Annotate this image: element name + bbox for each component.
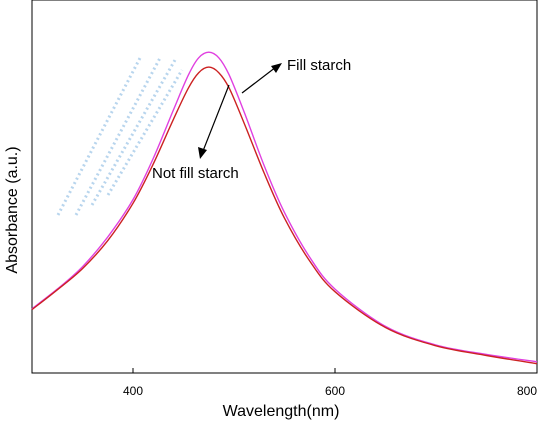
series-line-fill-starch — [31, 51, 538, 363]
arrow-not-fill-starch — [198, 84, 230, 159]
arrowhead-fill-starch — [271, 63, 282, 73]
y-axis-title: Absorbance (a.u.) — [4, 146, 21, 273]
x-axis-title: Wavelength(nm) — [223, 403, 340, 420]
annotation-not-fill-starch: Not fill starch — [152, 165, 239, 182]
annotation-fill-starch: Fill starch — [287, 57, 351, 74]
x-tick-label-400: 400 — [123, 384, 143, 398]
series-layer — [31, 51, 538, 365]
plot-frame — [31, 0, 538, 374]
x-tick-label-800: 800 — [517, 384, 537, 398]
x-tick-label-600: 600 — [325, 384, 345, 398]
arrow-line-not-fill-starch — [202, 84, 230, 152]
watermark — [56, 57, 184, 216]
arrowhead-not-fill-starch — [198, 147, 207, 159]
arrow-line-fill-starch — [241, 66, 277, 94]
x-axis-ticks: 400 600 800 — [123, 368, 538, 398]
series-line-not-fill-starch — [31, 66, 538, 365]
arrow-fill-starch — [241, 63, 282, 94]
